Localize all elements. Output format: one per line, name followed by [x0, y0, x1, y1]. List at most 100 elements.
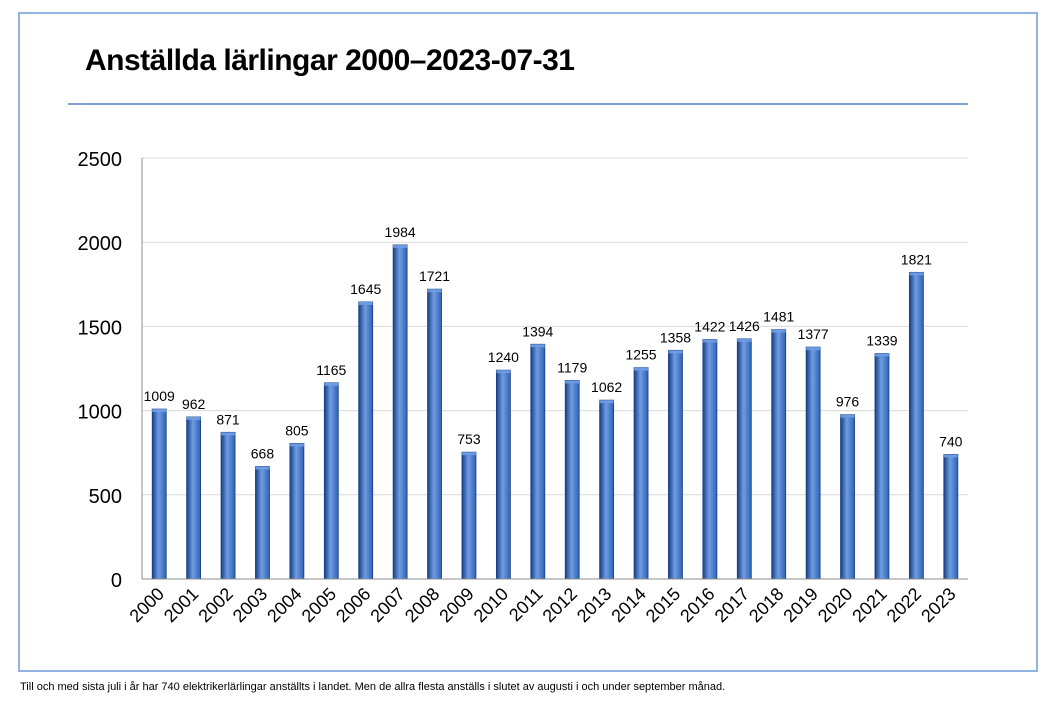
x-tick-label: 2006 [332, 584, 374, 626]
y-tick-label: 2000 [78, 233, 123, 255]
bar-cap [289, 443, 304, 447]
bar-cap [461, 452, 476, 456]
bar-cap [599, 400, 614, 404]
bar-cap [221, 432, 236, 436]
bar [255, 466, 270, 580]
bar [186, 416, 202, 580]
data-label: 962 [182, 396, 206, 412]
x-tick-label: 2014 [607, 584, 649, 626]
bar [358, 301, 374, 580]
y-tick-label: 1500 [78, 317, 123, 339]
title-divider [68, 103, 968, 105]
bar-cap [324, 382, 339, 386]
bar [736, 338, 752, 580]
data-label: 1984 [385, 224, 416, 240]
bar-cap [771, 329, 786, 333]
bar-cap [565, 380, 580, 384]
x-tick-label: 2011 [505, 584, 547, 626]
x-tick-label: 2007 [366, 584, 408, 626]
x-tick-label: 2009 [435, 584, 477, 626]
bar-cap [393, 244, 408, 248]
bar-cap [840, 414, 855, 418]
bar-cap [427, 289, 442, 293]
x-tick-label: 2008 [401, 584, 443, 626]
bar [530, 343, 546, 580]
x-tick-label: 2015 [642, 584, 684, 626]
bar [702, 339, 718, 580]
data-label: 871 [216, 411, 240, 427]
data-label: 1426 [729, 318, 760, 334]
data-label: 1062 [591, 379, 622, 395]
bar [599, 399, 615, 580]
bar [840, 414, 855, 580]
data-label: 1721 [419, 268, 450, 284]
bar [392, 244, 408, 580]
x-tick-label: 2013 [573, 584, 615, 626]
bar [220, 431, 236, 580]
bar-cap [806, 347, 821, 351]
data-label: 1821 [901, 251, 932, 267]
data-label: 1358 [660, 329, 691, 345]
bar-cap [358, 301, 373, 305]
x-tick-label: 2018 [745, 584, 787, 626]
data-label: 740 [939, 433, 963, 449]
x-tick-label: 2016 [676, 584, 718, 626]
data-label: 668 [251, 446, 275, 462]
bar-cap [186, 416, 201, 420]
bar [805, 346, 821, 580]
bar-cap [668, 350, 683, 354]
bar [323, 382, 339, 580]
bar [151, 408, 167, 580]
x-tick-label: 2002 [194, 584, 236, 626]
y-tick-label: 2500 [78, 149, 123, 171]
data-label: 1422 [694, 319, 725, 335]
data-label: 1481 [763, 309, 794, 325]
data-label: 1255 [625, 347, 656, 363]
bar [874, 353, 890, 580]
bar [771, 329, 787, 580]
bar-cap [874, 353, 889, 357]
data-label: 1645 [350, 281, 381, 297]
x-tick-label: 2005 [298, 584, 340, 626]
bar-cap [702, 339, 717, 343]
x-tick-label: 2010 [470, 584, 512, 626]
x-tick-label: 2017 [711, 584, 753, 626]
bar-cap [496, 370, 511, 374]
bar-cap [909, 272, 924, 276]
data-label: 1179 [557, 359, 587, 375]
data-label: 753 [457, 431, 481, 447]
bar-cap [255, 466, 270, 470]
data-label: 1009 [144, 388, 175, 404]
bar-cap [634, 367, 649, 371]
data-label: 1394 [522, 323, 553, 339]
bar [495, 369, 511, 580]
x-tick-label: 2000 [126, 584, 168, 626]
x-tick-label: 2020 [814, 584, 856, 626]
x-tick-label: 2022 [883, 584, 925, 626]
data-label: 1165 [316, 362, 346, 378]
data-label: 1240 [488, 349, 519, 365]
bar [564, 380, 580, 580]
bar-cap [152, 409, 167, 413]
bar [427, 288, 442, 580]
bar [633, 367, 649, 580]
x-tick-label: 2012 [539, 584, 581, 626]
x-tick-label: 2004 [263, 584, 305, 626]
bar-cap [737, 338, 752, 342]
data-label: 805 [285, 422, 309, 438]
bar [908, 271, 924, 580]
data-label: 1377 [798, 326, 829, 342]
x-tick-label: 2001 [160, 584, 202, 626]
bar [668, 349, 683, 580]
bar-cap [943, 454, 958, 458]
x-tick-label: 2023 [917, 584, 959, 626]
data-label: 1339 [866, 333, 897, 349]
x-tick-label: 2019 [779, 584, 821, 626]
bar [289, 443, 305, 580]
y-tick-label: 500 [89, 486, 122, 508]
data-label: 976 [836, 394, 860, 410]
bar-cap [530, 344, 545, 348]
bar [943, 453, 959, 580]
y-tick-label: 0 [111, 570, 122, 592]
